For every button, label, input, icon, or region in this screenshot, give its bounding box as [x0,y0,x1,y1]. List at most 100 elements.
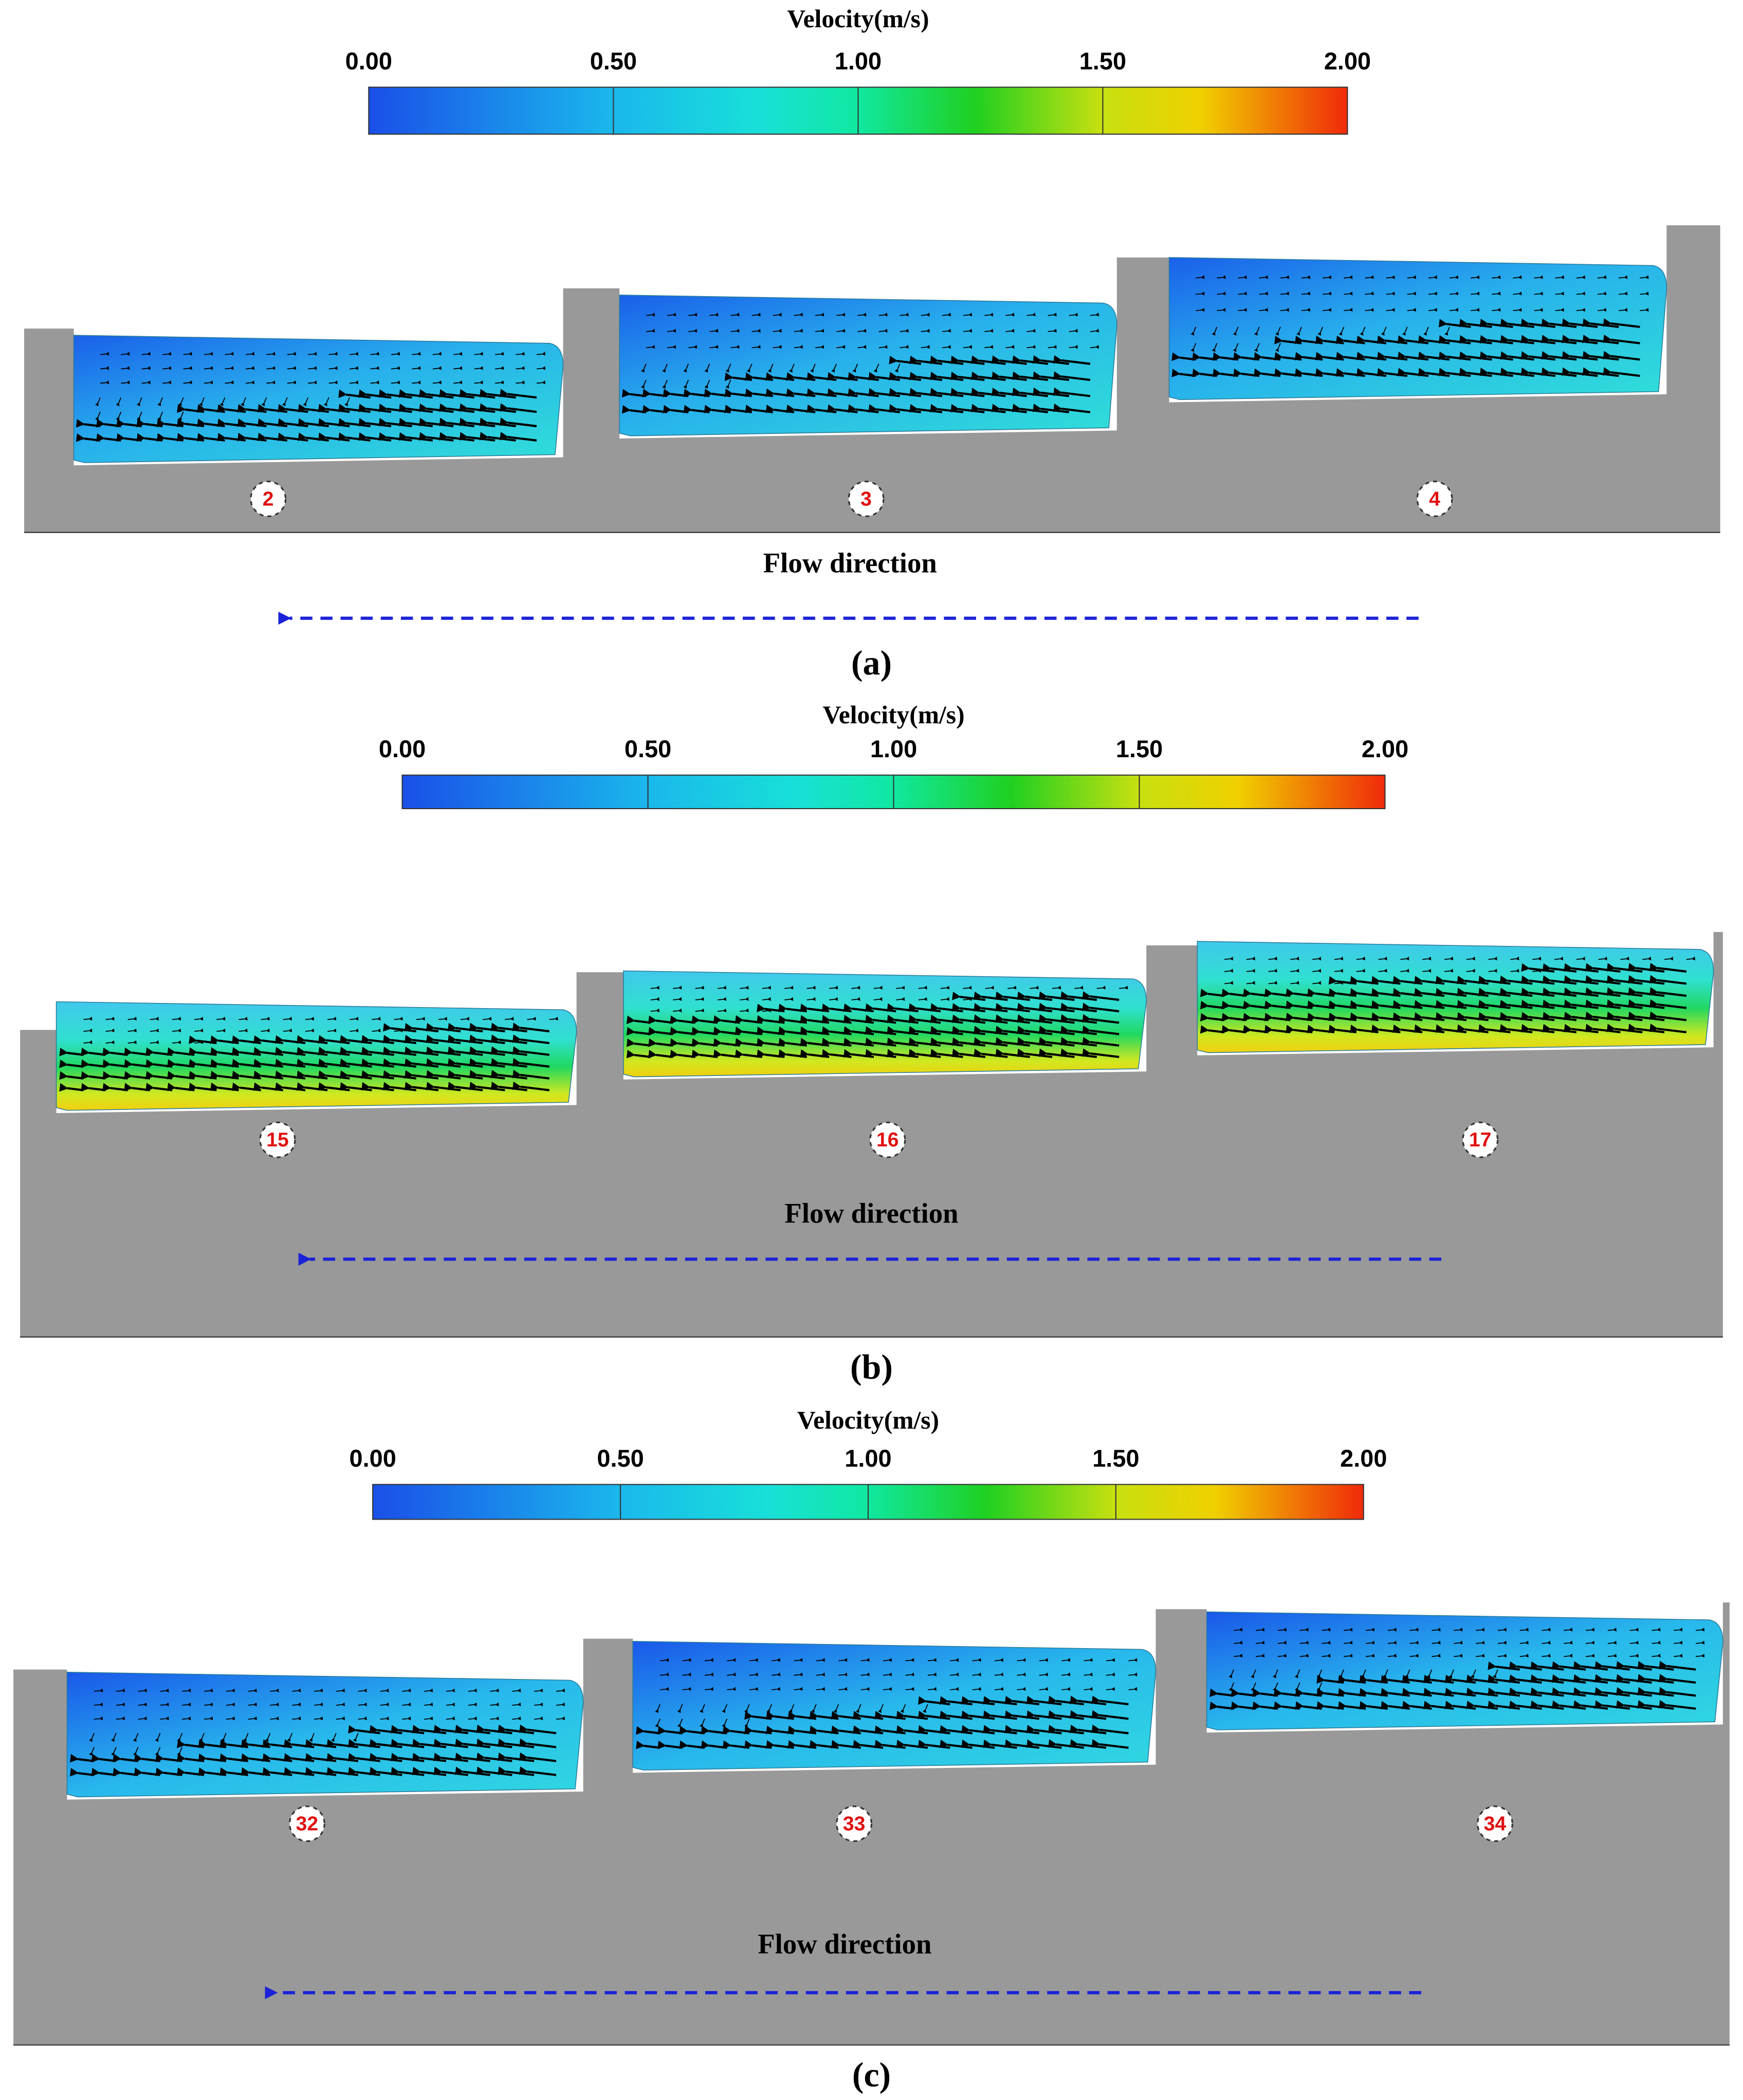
velocity-vector [1069,313,1078,317]
pool-marker [869,1121,906,1158]
velocity-vector [1259,307,1268,312]
velocity-vector [767,363,774,373]
velocity-vector [1251,1669,1256,1678]
velocity-vector [878,328,888,333]
velocity-vector [784,985,794,990]
velocity-vector [816,1658,825,1662]
velocity-vector [243,1733,249,1742]
velocity-vector [1268,969,1277,973]
velocity-vector [391,380,400,385]
water-body [1206,1611,1723,1730]
velocity-vector [1048,313,1057,317]
velocity-vector [1426,1669,1433,1678]
colorbar-title: Velocity(m/s) [787,5,929,33]
velocity-vector [744,1704,750,1713]
pool-label: 16 [876,1129,899,1151]
velocity-vector [1510,969,1519,973]
velocity-vector [308,352,317,356]
velocity-vector [794,345,803,349]
velocity-vector [646,328,655,333]
velocity-vector [495,380,504,385]
panel-caption: (c) [852,2056,891,2094]
pool-label: 33 [843,1813,866,1835]
pool-marker [1462,1121,1499,1158]
velocity-vector [873,363,879,373]
velocity-vector [673,997,682,1001]
velocity-vector [815,328,824,333]
velocity-vector [59,1048,84,1056]
velocity-vector [1586,1640,1595,1645]
velocity-vector [718,985,727,990]
velocity-vector [772,1658,781,1662]
velocity-vector [1091,1724,1129,1734]
velocity-vector [89,1747,95,1756]
velocity-vector [1432,1640,1441,1645]
velocity-vector [432,352,442,356]
velocity-vector [350,380,359,385]
velocity-vector [950,1658,959,1662]
pool-label: 32 [296,1813,319,1835]
velocity-vector [500,417,537,428]
velocity-vector [512,1058,550,1068]
velocity-vector [662,379,668,389]
velocity-vector [1555,307,1564,312]
velocity-vector [784,997,794,1001]
velocity-vector [519,1766,557,1776]
velocity-vector [851,997,860,1001]
velocity-vector [1190,343,1197,352]
velocity-vector [225,352,234,356]
velocity-vector [474,352,483,356]
velocity-vector [740,997,749,1001]
velocity-vector [1404,1669,1410,1678]
velocity-vector [1466,969,1475,973]
velocity-vector [495,352,504,356]
velocity-vector [1053,371,1091,381]
velocity-vector [740,985,749,990]
velocity-vector [1450,307,1459,312]
water-body [56,1001,577,1111]
panel: Velocity(m/s) 0.00 0.50 1.00 1.50 2.00 32 33 34 F… [13,1406,1730,2094]
velocity-vector [1277,1640,1287,1645]
velocity-vector [412,352,421,356]
velocity-vector [1082,1036,1120,1047]
velocity-vector [1091,1739,1129,1749]
velocity-vector [519,1752,557,1762]
velocity-vector [95,411,101,421]
velocity-vector [1254,343,1260,352]
velocity-vector [1378,969,1387,973]
velocity-vector [942,328,951,333]
velocity-vector [833,1704,839,1713]
velocity-vector [662,363,668,373]
velocity-vector [116,397,122,407]
velocity-vector [1074,985,1084,990]
velocity-vector [1061,1687,1071,1691]
velocity-vector [1387,1640,1397,1645]
velocity-vector [1448,1669,1455,1678]
panel: Velocity(m/s) 0.00 0.50 1.00 1.50 2.00 2 3 4 Flow… [24,5,1720,682]
velocity-vector [646,345,655,349]
velocity-vector [838,1687,848,1691]
velocity-vector [794,313,803,317]
velocity-vector [636,1740,660,1749]
velocity-vector [266,352,276,356]
velocity-vector [1224,969,1234,973]
velocity-vector [896,997,905,1001]
water-body [619,295,1117,436]
colorbar-title: Velocity(m/s) [822,701,964,729]
velocity-vector [1649,987,1687,997]
terrain [24,225,1720,533]
velocity-vector [111,1733,117,1742]
velocity-vector [815,345,824,349]
water-body [1168,257,1667,400]
velocity-vector [1312,969,1322,973]
velocity-vector [688,345,698,349]
velocity-vector [265,1733,271,1742]
colorbar-tick-label: 0.50 [590,47,637,75]
velocity-vector [878,313,888,317]
velocity-vector [1106,1658,1115,1662]
velocity-vector [519,1724,557,1734]
velocity-vector [1091,1695,1129,1706]
velocity-vector [157,397,163,407]
velocity-vector [183,380,192,385]
velocity-vector [878,1704,884,1713]
